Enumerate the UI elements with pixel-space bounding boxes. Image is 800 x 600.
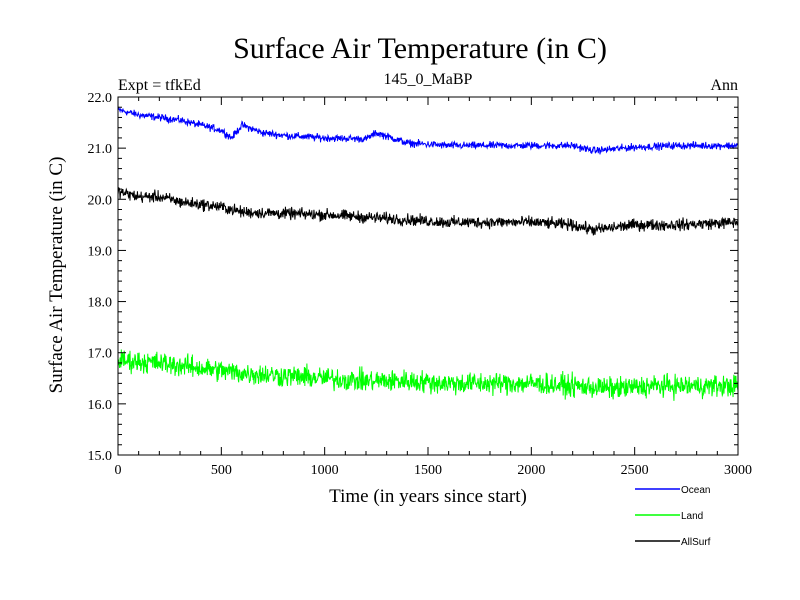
y-tick-label: 15.0 — [88, 449, 113, 464]
series-layer — [117, 106, 739, 401]
series-line-allsurf — [117, 187, 739, 236]
season-label: Ann — [710, 77, 738, 94]
series-line-ocean — [117, 106, 739, 155]
y-axis-label: Surface Air Temperature (in C) — [46, 157, 67, 394]
plot-frame — [117, 96, 739, 456]
y-tick-label: 20.0 — [88, 193, 113, 208]
x-tick-label: 0 — [115, 463, 122, 478]
legend-label-ocean: Ocean — [681, 485, 710, 496]
x-tick-label: 1000 — [311, 463, 339, 478]
experiment-label: Expt = tfkEd — [118, 77, 201, 94]
x-tick-label: 2000 — [517, 463, 545, 478]
axis-layer — [117, 96, 739, 456]
x-tick-label: 3000 — [724, 463, 752, 478]
series-line-land — [117, 349, 739, 401]
y-tick-label: 18.0 — [88, 296, 113, 311]
legend-label-land: Land — [681, 511, 703, 522]
chart-title: Surface Air Temperature (in C) — [233, 32, 607, 65]
x-tick-label: 1500 — [414, 463, 442, 478]
chart-subtitle: 145_0_MaBP — [384, 71, 473, 88]
x-tick-label: 500 — [211, 463, 232, 478]
legend-label-allsurf: AllSurf — [681, 537, 711, 548]
x-tick-label: 2500 — [621, 463, 649, 478]
y-tick-label: 16.0 — [88, 398, 113, 413]
y-tick-label: 21.0 — [88, 142, 113, 157]
y-tick-label: 17.0 — [88, 347, 113, 362]
x-axis-label: Time (in years since start) — [329, 486, 527, 507]
y-tick-label: 22.0 — [88, 91, 113, 106]
tick-layer: 0 500 1000 1500 2000 2500 3000 15.0 16.0 17.0 18.0… — [88, 91, 753, 478]
y-tick-label: 19.0 — [88, 244, 113, 259]
legend: Ocean Land AllSurf — [635, 485, 711, 548]
